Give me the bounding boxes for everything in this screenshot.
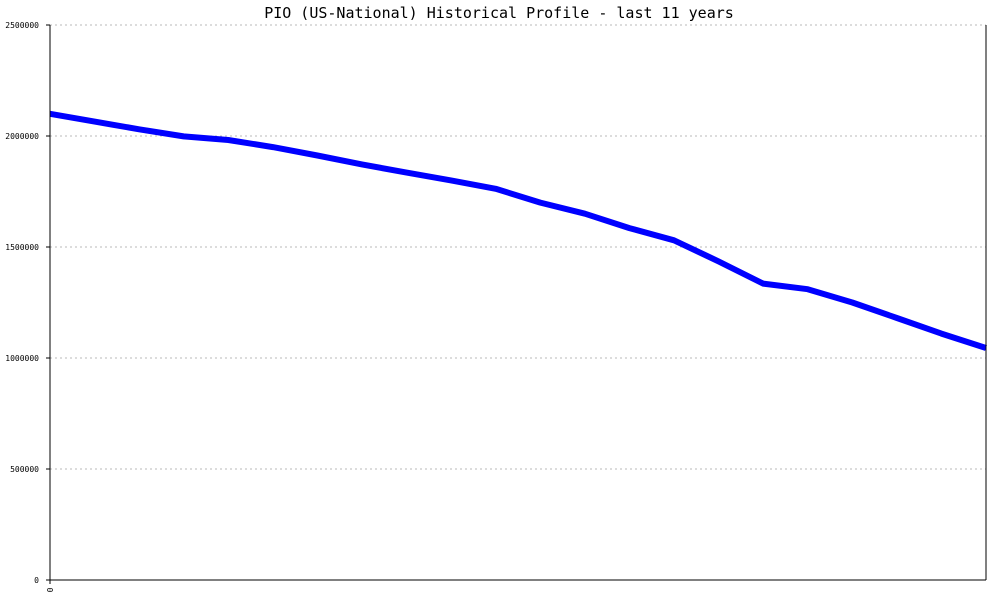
x-axis-ticks: 0 [46, 580, 55, 592]
y-axis-ticks: 0 500000 1000000 1500000 2000000 2500000 [5, 21, 50, 585]
gridlines [50, 24, 986, 470]
x-tick-label: 0 [46, 587, 55, 592]
chart-title: PIO (US-National) Historical Profile - l… [264, 4, 734, 22]
y-tick-label: 1000000 [5, 354, 39, 363]
y-tick-label: 500000 [10, 465, 39, 474]
series-layer [49, 110, 987, 351]
y-tick-label: 2000000 [5, 132, 39, 141]
y-tick-label: 1500000 [5, 243, 39, 252]
series-line [49, 110, 987, 351]
y-tick-label: 2500000 [5, 21, 39, 30]
y-tick-label: 0 [34, 576, 39, 585]
